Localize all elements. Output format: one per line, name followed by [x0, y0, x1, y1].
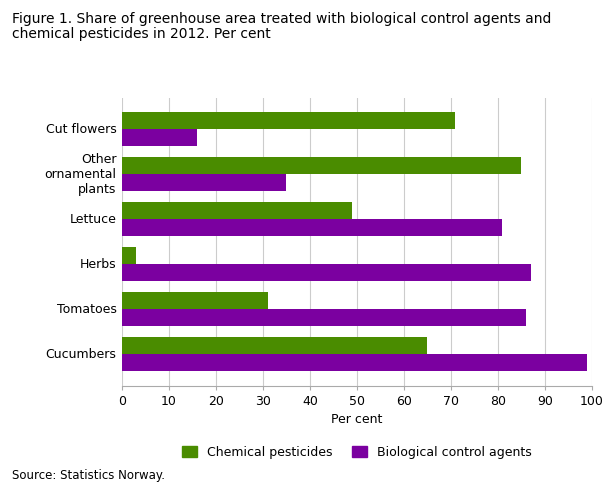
Bar: [122, 292, 268, 309]
Text: Figure 1. Share of greenhouse area treated with biological control agents and: Figure 1. Share of greenhouse area treat…: [12, 12, 551, 26]
Bar: [122, 354, 587, 371]
Bar: [122, 174, 287, 191]
Bar: [122, 219, 503, 236]
Bar: [122, 112, 456, 129]
Bar: [122, 202, 352, 219]
X-axis label: Per cent: Per cent: [331, 413, 382, 426]
Text: chemical pesticides in 2012. Per cent: chemical pesticides in 2012. Per cent: [12, 27, 271, 41]
Bar: [122, 157, 521, 174]
Legend: Chemical pesticides, Biological control agents: Chemical pesticides, Biological control …: [178, 441, 536, 464]
Bar: [122, 309, 526, 326]
Bar: [122, 264, 531, 281]
Bar: [122, 129, 197, 146]
Bar: [122, 337, 427, 354]
Bar: [122, 247, 136, 264]
Text: Source: Statistics Norway.: Source: Statistics Norway.: [12, 469, 165, 482]
